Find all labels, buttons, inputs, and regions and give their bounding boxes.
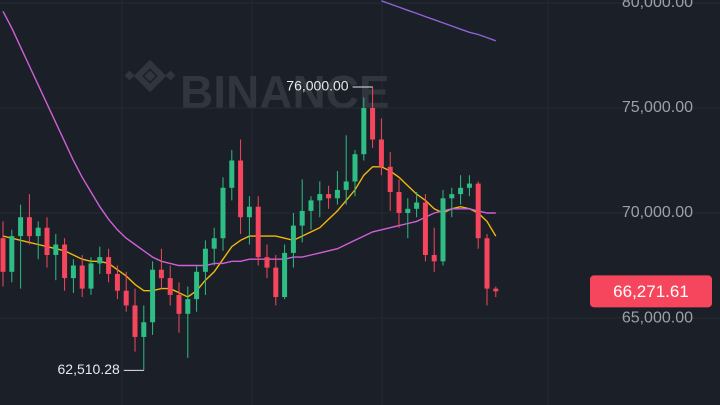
plot: 80,000.00 75,000.00 70,000.00 65,000.00 76,0… [0,0,720,377]
candle-body [378,139,384,167]
candle-body [26,217,32,237]
candle-body [449,194,455,199]
candle-body [440,198,446,262]
candle-body [246,206,252,218]
candle-body [352,154,358,182]
candle-body [53,244,59,256]
candle-body [387,166,393,192]
moving-average-line [2,10,496,267]
candle-body [70,265,76,279]
candle-body [158,269,164,279]
candle-body [220,187,226,239]
last-price-label: 66,271.61 [613,282,689,301]
candle-body [194,271,200,300]
candle-body [97,257,103,264]
candle-body [264,257,270,268]
candle-body [458,187,464,195]
watermark: BINANCE [180,66,390,118]
candle-body [9,236,15,272]
candle-body [370,107,376,140]
candle-body [317,194,323,201]
vertical-grid [121,0,549,405]
candle-body [79,265,85,289]
candle-body [396,191,402,214]
candle-body [273,267,279,298]
candle-body [229,160,235,188]
candle-body [211,238,217,249]
candle-body [106,257,112,274]
candle-body [238,160,244,218]
candle-body [202,248,208,272]
candle-body [334,189,340,199]
candle-body [88,263,94,289]
candle-body [255,206,261,258]
candle-body [290,225,296,253]
candle-body [44,227,50,256]
candle-body [35,227,41,237]
candle-body [343,181,349,190]
y-tick-label: 80,000.00 [622,0,693,11]
annotation-label: 76,000.00 [286,78,348,94]
candle-body [431,255,437,262]
candle-body [114,273,120,291]
candle-body [422,202,428,256]
candle-body [308,200,314,211]
candle-body [62,244,68,279]
candle-body [167,278,173,295]
last-price-tag [590,275,712,308]
candle-body [123,290,129,306]
y-tick-label: 75,000.00 [622,99,693,116]
candle-body [132,305,138,337]
candle-body [282,252,288,298]
candle-body [405,208,411,214]
candle-body [0,238,6,272]
y-tick-label: 65,000.00 [622,309,693,326]
candle-body [414,202,420,209]
candle-body [150,269,156,323]
candle-body [326,194,332,199]
candle-body [141,322,147,337]
moving-average-line [381,0,497,42]
y-tick-label: 70,000.00 [622,204,693,221]
candle-body [299,210,305,226]
candle-body [361,107,367,155]
candle-body [493,288,499,292]
candle-body [484,238,490,289]
annotation-label: 62,510.28 [58,361,120,377]
candle-body [466,183,472,188]
candle-body [475,183,481,239]
candle-body [18,217,24,237]
candle-body [176,294,182,314]
candle-body [185,299,191,314]
